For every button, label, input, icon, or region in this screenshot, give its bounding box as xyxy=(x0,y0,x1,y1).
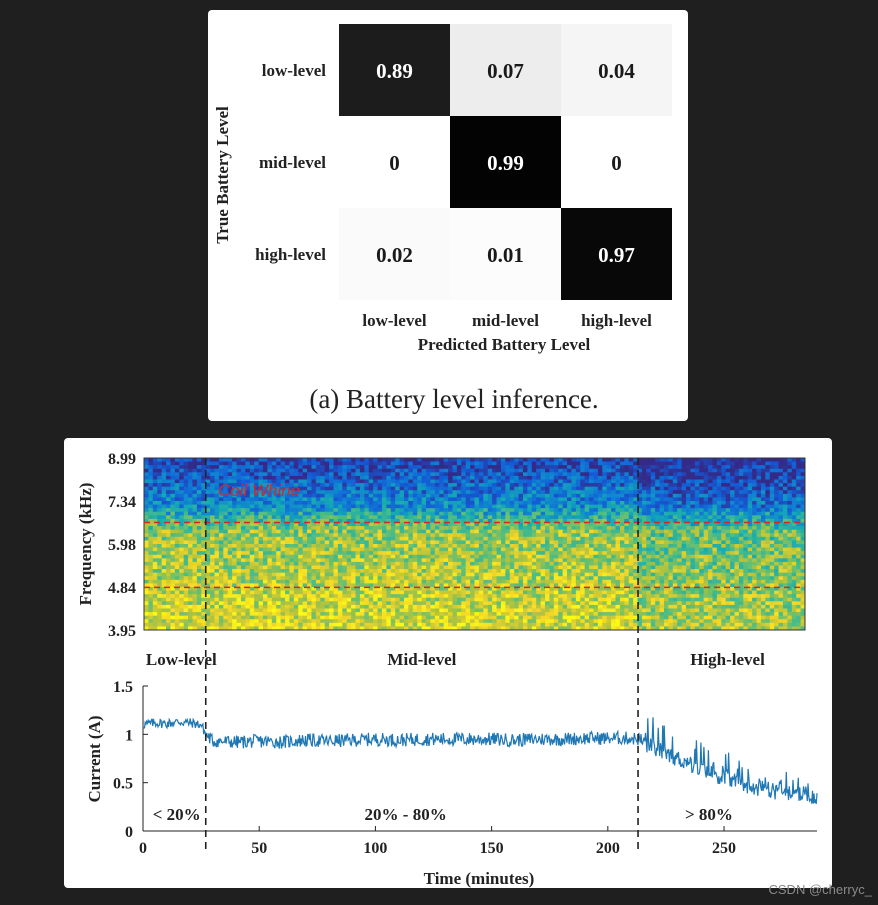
region-label: High-level xyxy=(690,650,765,669)
matrix-cell xyxy=(339,208,450,300)
cell-value-label: 0.02 xyxy=(376,243,413,267)
current-y-axis-label: Current (A) xyxy=(85,715,104,802)
confusion-matrix-chart: 0.89 0.07 0.04 0 0.99 0 0.02 0.01 0.97 low-level… xyxy=(213,24,672,414)
matrix-cell xyxy=(450,24,561,116)
cell-value-label: 0 xyxy=(389,151,400,175)
spectrogram-frame xyxy=(143,457,806,631)
y-tick-label: 0 xyxy=(125,824,133,841)
percentage-label: > 80% xyxy=(685,805,733,824)
coil-whine-band-lines xyxy=(144,521,805,589)
x-axis-label: Predicted Battery Level xyxy=(418,335,591,354)
matrix-cell xyxy=(561,116,672,208)
cell-value-label: 0.89 xyxy=(376,59,413,83)
current-line xyxy=(142,717,818,804)
cell-value-label: 0.99 xyxy=(487,151,524,175)
confusion-matrix-panel: 0.89 0.07 0.04 0 0.99 0 0.02 0.01 0.97 low-level… xyxy=(208,10,688,421)
current-x-axis-label: Time (minutes) xyxy=(424,869,535,888)
spectrogram-y-tick: 7.34 xyxy=(108,494,136,511)
x-tick-label: mid-level xyxy=(472,311,539,330)
spectrogram-current-chart: Coil Whine 8.99 7.34 5.98 4.84 3.95 Frequenc… xyxy=(76,451,818,888)
matrix-cell xyxy=(450,208,561,300)
spectrogram-y-tick: 8.99 xyxy=(108,451,136,468)
matrix-cells: 0.89 0.07 0.04 0 0.99 0 0.02 0.01 0.97 xyxy=(339,24,672,300)
matrix-cell xyxy=(450,116,561,208)
spectrogram-y-tick: 5.98 xyxy=(108,537,136,554)
x-tick-label: 250 xyxy=(712,840,736,857)
region-labels: Low-level Mid-level High-level xyxy=(146,650,765,669)
percentage-label: < 20% xyxy=(153,805,201,824)
matrix-cell xyxy=(561,24,672,116)
x-tick-label: 150 xyxy=(480,840,504,857)
y-axis-label: True Battery Level xyxy=(213,106,232,244)
x-tick-label: 0 xyxy=(139,840,147,857)
region-label: Mid-level xyxy=(387,650,456,669)
percentage-labels: < 20% 20% - 80% > 80% xyxy=(153,805,733,824)
spectrogram-y-tick: 3.95 xyxy=(108,623,136,640)
x-tick-labels: low-level mid-level high-level xyxy=(362,311,652,330)
spectrogram xyxy=(144,458,805,630)
x-tick-label: 200 xyxy=(596,840,620,857)
current-y-ticks: 0 0.5 1 1.5 xyxy=(113,679,148,841)
percentage-label: 20% - 80% xyxy=(365,805,447,824)
cell-value-label: 0 xyxy=(611,151,622,175)
region-label: Low-level xyxy=(146,650,217,669)
x-tick-label: high-level xyxy=(581,311,652,330)
y-tick-label: 0.5 xyxy=(113,776,133,793)
y-tick-label: low-level xyxy=(262,61,326,80)
x-tick-label: 50 xyxy=(251,840,267,857)
x-tick-label: 100 xyxy=(363,840,387,857)
y-tick-label: 1 xyxy=(125,727,133,744)
caption: (a) Battery level inference. xyxy=(309,384,598,414)
cell-value-label: 0.04 xyxy=(598,59,635,83)
y-tick-label: 1.5 xyxy=(113,679,133,696)
spectrogram-y-axis-label: Frequency (kHz) xyxy=(76,483,95,606)
spectrogram-current-panel: Coil Whine 8.99 7.34 5.98 4.84 3.95 Frequenc… xyxy=(64,438,832,888)
matrix-cell xyxy=(339,116,450,208)
current-series-line xyxy=(142,717,818,804)
cell-value-label: 0.07 xyxy=(487,59,524,83)
boundary-lines xyxy=(204,458,639,851)
matrix-cell xyxy=(339,24,450,116)
matrix-cell xyxy=(561,208,672,300)
current-x-ticks: 0 50 100 150 200 250 xyxy=(139,826,736,857)
watermark: CSDN @cherryc_ xyxy=(768,882,873,897)
y-tick-label: mid-level xyxy=(259,153,326,172)
y-tick-labels: low-level mid-level high-level xyxy=(255,61,326,264)
x-tick-label: low-level xyxy=(362,311,426,330)
coil-whine-annotation: Coil Whine xyxy=(218,481,300,500)
spectrogram-y-tick: 4.84 xyxy=(108,580,136,597)
cell-value-label: 0.97 xyxy=(598,243,635,267)
spectrogram-y-ticks: 8.99 7.34 5.98 4.84 3.95 xyxy=(108,451,136,640)
current-axes xyxy=(142,686,817,832)
cell-value-label: 0.01 xyxy=(487,243,524,267)
y-tick-label: high-level xyxy=(255,245,326,264)
